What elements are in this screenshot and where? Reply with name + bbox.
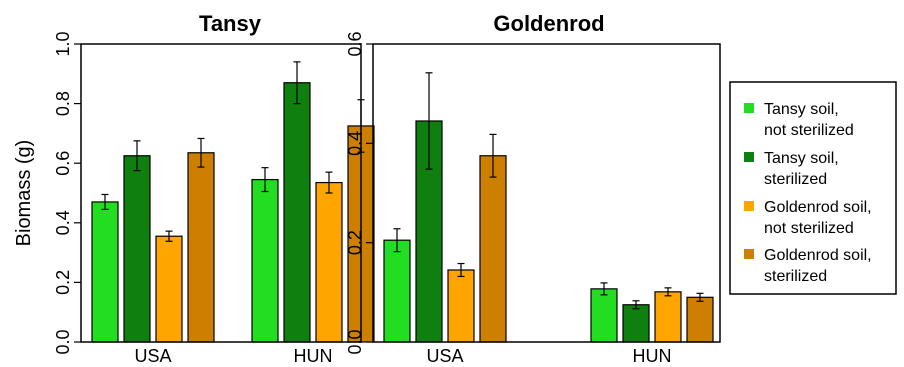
bar xyxy=(155,235,183,343)
y-tick-label: 0.8 xyxy=(53,91,73,116)
y-tick-label: 0.0 xyxy=(53,329,73,354)
y-tick-label: 0.4 xyxy=(345,131,365,156)
legend-label-line2: sterilized xyxy=(764,268,827,285)
legend-label-line2: not sterilized xyxy=(764,122,854,139)
bar xyxy=(283,82,311,343)
panel-title: Goldenrod xyxy=(493,11,604,36)
legend-swatch xyxy=(744,103,754,113)
y-tick-label: 0.4 xyxy=(53,210,73,235)
legend-swatch xyxy=(744,249,754,259)
bar xyxy=(91,201,119,343)
x-tick-label: USA xyxy=(426,346,463,366)
y-tick-label: 0.6 xyxy=(53,151,73,176)
bar xyxy=(479,155,507,343)
panel-title: Tansy xyxy=(199,11,262,36)
legend-label-line1: Goldenrod soil, xyxy=(764,199,872,216)
legend-item: Tansy soil, sterilized xyxy=(744,150,839,188)
bar xyxy=(123,155,151,343)
legend-item: Tansy soil, not sterilized xyxy=(744,101,854,139)
legend-label-line1: Tansy soil, xyxy=(764,150,839,167)
legend-item: Goldenrod soil, not sterilized xyxy=(744,199,872,237)
y-tick-label: 0.0 xyxy=(345,329,365,354)
legend-box xyxy=(729,81,897,295)
legend-label-line1: Tansy soil, xyxy=(764,101,839,118)
x-tick-label: USA xyxy=(134,346,171,366)
bar xyxy=(622,304,650,343)
plot-frame xyxy=(372,43,721,343)
y-tick-label: 1.0 xyxy=(53,31,73,56)
bar xyxy=(447,269,475,343)
legend-swatch xyxy=(744,152,754,162)
bar xyxy=(686,296,714,343)
y-axis-title: Biomass (g) xyxy=(13,140,35,247)
x-tick-label: HUN xyxy=(294,346,333,366)
y-tick-label: 0.2 xyxy=(53,270,73,295)
chart-panel: USA HUN 0.0 0.2 0.4 0.6 0.8 1.0 Tansy Biomass (g) xyxy=(13,11,375,366)
legend-label-line1: Goldenrod soil, xyxy=(764,247,872,264)
bar xyxy=(315,181,343,343)
legend-label-line2: sterilized xyxy=(764,171,827,188)
bar xyxy=(187,152,215,343)
bar xyxy=(383,239,411,343)
x-tick-label: HUN xyxy=(633,346,672,366)
legend-item: Goldenrod soil, sterilized xyxy=(744,247,872,285)
legend-swatch xyxy=(744,201,754,211)
bar xyxy=(590,288,618,343)
legend: Tansy soil, not sterilized Tansy soil, s… xyxy=(729,81,897,295)
plot-frame xyxy=(80,43,362,343)
bar xyxy=(654,291,682,343)
bar xyxy=(251,178,279,343)
y-tick-label: 0.2 xyxy=(345,230,365,255)
chart-panel: USA HUN 0.0 0.2 0.4 0.6 Goldenrod xyxy=(345,11,721,366)
y-tick-label: 0.6 xyxy=(345,31,365,56)
legend-label-line2: not sterilized xyxy=(764,220,854,237)
